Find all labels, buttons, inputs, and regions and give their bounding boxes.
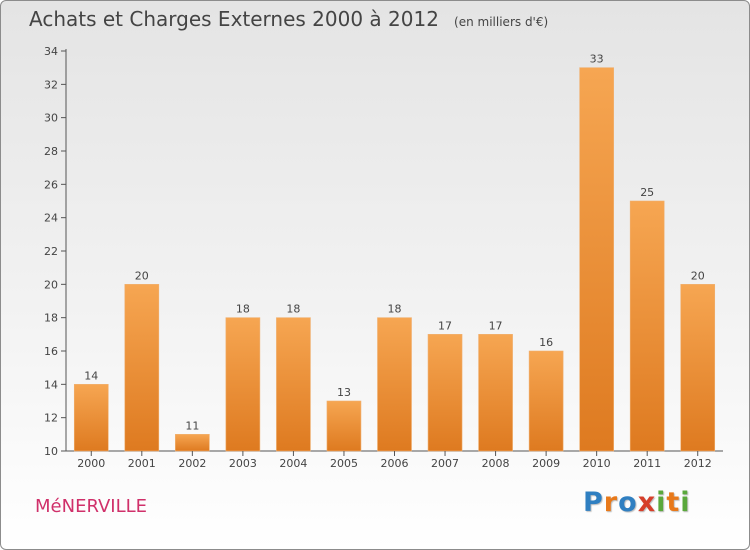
y-tick-label: 16 <box>44 345 58 358</box>
bar <box>326 400 362 452</box>
y-tick-label: 28 <box>44 145 58 158</box>
logo-letter: x <box>637 487 657 518</box>
logo-letter: t <box>666 487 681 518</box>
bar <box>124 284 160 452</box>
y-tick-label: 26 <box>44 178 58 191</box>
bar-value-label: 25 <box>640 186 654 199</box>
x-tick-label: 2012 <box>684 457 712 470</box>
bar <box>427 334 463 452</box>
bar <box>478 334 513 452</box>
bar <box>579 67 614 452</box>
bar-value-label: 20 <box>691 269 705 282</box>
x-tick-label: 2006 <box>381 457 409 470</box>
x-tick-label: 2003 <box>229 457 257 470</box>
y-tick-label: 20 <box>44 278 58 291</box>
x-tick-label: 2009 <box>532 457 560 470</box>
bar <box>528 350 564 452</box>
bar-value-label: 33 <box>590 53 604 66</box>
x-tick-label: 2002 <box>178 457 206 470</box>
bar-value-label: 18 <box>388 303 402 316</box>
bar <box>225 317 261 452</box>
y-tick-label: 10 <box>44 445 58 458</box>
y-tick-label: 12 <box>44 412 58 425</box>
y-tick-label: 18 <box>44 312 58 325</box>
bar <box>377 317 412 452</box>
bar <box>276 317 311 452</box>
y-tick-label: 14 <box>44 378 58 391</box>
x-tick-label: 2004 <box>279 457 307 470</box>
x-tick-label: 2010 <box>583 457 611 470</box>
x-tick-label: 2007 <box>431 457 459 470</box>
x-tick-label: 2001 <box>128 457 156 470</box>
logo-letter: i <box>680 487 691 518</box>
bar-value-label: 13 <box>337 386 351 399</box>
bar <box>680 284 716 452</box>
bar <box>73 384 109 452</box>
x-tick-label: 2008 <box>482 457 510 470</box>
logo-letter: o <box>618 487 638 518</box>
bar-value-label: 20 <box>135 269 149 282</box>
logo-letter: P <box>583 487 604 518</box>
proxiti-logo: Proxiti <box>583 487 691 518</box>
bar <box>175 434 210 452</box>
bar-value-label: 11 <box>185 419 199 432</box>
chart-unit-note: (en milliers d'€) <box>454 15 549 29</box>
y-tick-label: 34 <box>44 45 58 58</box>
bar-value-label: 17 <box>438 319 452 332</box>
bar-value-label: 17 <box>489 319 503 332</box>
y-tick-label: 30 <box>44 112 58 125</box>
x-tick-label: 2011 <box>633 457 661 470</box>
bar-value-label: 16 <box>539 336 553 349</box>
y-tick-label: 22 <box>44 245 58 258</box>
town-name: MéNERVILLE <box>35 496 148 517</box>
bar-value-label: 18 <box>236 303 250 316</box>
chart-title: Achats et Charges Externes 2000 à 2012 (… <box>29 7 548 31</box>
x-tick-label: 2005 <box>330 457 358 470</box>
y-tick-label: 24 <box>44 212 58 225</box>
bar-value-label: 18 <box>286 303 300 316</box>
bar <box>629 200 665 452</box>
x-tick-label: 2000 <box>77 457 105 470</box>
logo-letter: r <box>603 487 619 518</box>
chart-title-main: Achats et Charges Externes 2000 à 2012 <box>29 7 439 31</box>
bar-value-label: 14 <box>84 369 98 382</box>
y-tick-label: 32 <box>44 78 58 91</box>
logo-letter: i <box>656 487 667 518</box>
